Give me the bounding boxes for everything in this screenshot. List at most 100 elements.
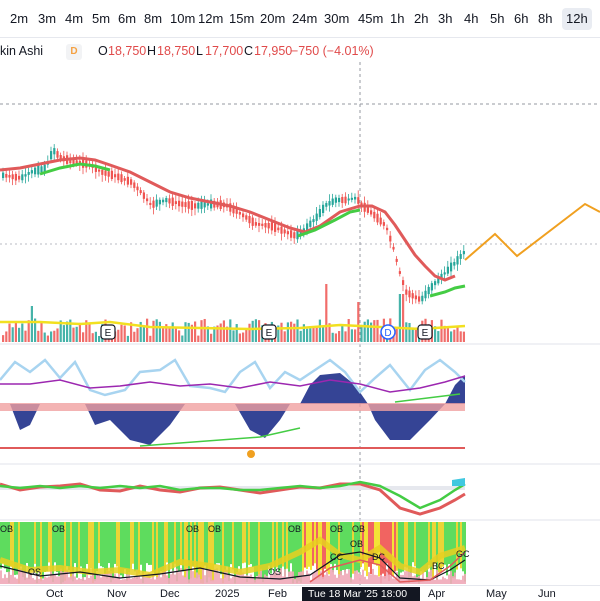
histogram-bar [368,572,370,584]
histogram-bar [132,522,134,564]
candle-body [59,155,62,161]
timeframe-8m[interactable]: 8m [144,11,163,26]
timeframe-5m[interactable]: 5m [92,11,111,26]
histogram-bar [302,570,304,584]
symbol-title[interactable]: kin Ashi [0,44,44,58]
candle-body [248,216,251,224]
high-key: H [147,44,157,58]
candle-body [142,192,145,199]
volume-bar [229,319,232,342]
timeframe-12m[interactable]: 12m [198,11,224,26]
high-value: 18,750 [157,44,196,58]
timeframe-45m[interactable]: 45m [358,11,384,26]
histogram-bar [370,522,372,574]
histogram-bar [2,522,4,564]
histogram-bar [118,522,120,575]
histogram-bar [424,578,426,584]
candle-body [443,272,446,275]
timeframe-3m[interactable]: 3m [38,11,57,26]
histogram-bar [216,522,218,564]
candle-body [258,222,261,226]
histogram-bar [72,522,74,582]
candle-body [376,213,379,223]
candle-body [94,164,97,172]
green-wave [0,480,466,510]
histogram-bar [422,569,424,584]
histogram-bar [78,522,80,569]
timeframe-1h[interactable]: 1h [390,11,405,26]
volume-bar [123,325,126,342]
timeframe-8h[interactable]: 8h [538,11,553,26]
histogram-bar [340,522,342,575]
histogram-bar [374,574,376,584]
timeframe-3h[interactable]: 3h [438,11,453,26]
histogram-bar [172,522,174,576]
histogram-bar [100,522,102,567]
histogram-bar [96,574,98,584]
symbol-legend: kin Ashi D O 18,750 H 18,750 L 17,700 C … [0,42,600,62]
histogram-bar [102,522,104,568]
timeframe-24m[interactable]: 24m [292,11,318,26]
histogram-bar [116,578,118,584]
histogram-bar [442,576,444,584]
timeframe-4h[interactable]: 4h [464,11,479,26]
histogram-bar [60,568,62,584]
candle-body [107,171,110,177]
histogram-bar [228,522,230,581]
timeframe-15m[interactable]: 15m [229,11,255,26]
histogram-overlays [0,536,466,583]
histogram-bar [162,569,164,584]
timeframe-4m[interactable]: 4m [65,11,84,26]
timeframe-2m[interactable]: 2m [10,11,29,26]
timeframe-20m[interactable]: 20m [260,11,286,26]
histogram-bar [194,522,196,578]
histogram-bar [140,522,142,565]
timeframe-10m[interactable]: 10m [170,11,196,26]
histogram-bar [270,574,272,584]
oscillator-label: OB [52,524,65,534]
volume-bar [443,325,446,342]
histogram-bar [28,522,30,579]
histogram-bar [450,571,452,584]
histogram-bar [80,578,82,584]
histogram-bar [186,568,188,584]
histogram-bar [86,522,88,565]
histogram-bar [446,579,448,584]
volume-bar [30,306,33,342]
candle-body [453,261,456,266]
histogram-bar [162,522,164,577]
candle-body [40,166,43,173]
volume-bar [232,330,235,342]
timeframe-30m[interactable]: 30m [324,11,350,26]
data-status-badge[interactable]: D [66,44,82,60]
volume-bar [395,327,398,342]
histogram-bar [402,522,404,572]
timeframe-2h[interactable]: 2h [414,11,429,26]
timeframe-6m[interactable]: 6m [118,11,137,26]
candle-body [296,230,299,240]
histogram-bar [396,522,398,571]
candle-body [146,198,149,202]
histogram-bar [150,578,152,584]
histogram-bar [250,522,252,565]
timeframe-12h[interactable]: 12h [562,8,592,30]
histogram-bar [204,522,206,566]
histogram-bar [116,522,118,567]
date-axis[interactable]: Oct Nov Dec 2025 Feb Apr May Jun [0,585,600,601]
histogram-bar [198,522,200,578]
histogram-bar [44,576,46,584]
histogram-bar [350,522,352,583]
histogram-bar [82,577,84,584]
candle-body [408,290,411,298]
timeframe-6h[interactable]: 6h [514,11,529,26]
volume-bar [437,331,440,342]
candle-body [402,280,405,286]
histogram-bar [98,575,100,584]
histogram-bar [338,522,340,579]
histogram-bar [52,522,54,582]
candle-body [194,203,197,209]
timeframe-5h[interactable]: 5h [490,11,505,26]
forecast-line [464,202,600,261]
volume-bar [446,328,449,342]
